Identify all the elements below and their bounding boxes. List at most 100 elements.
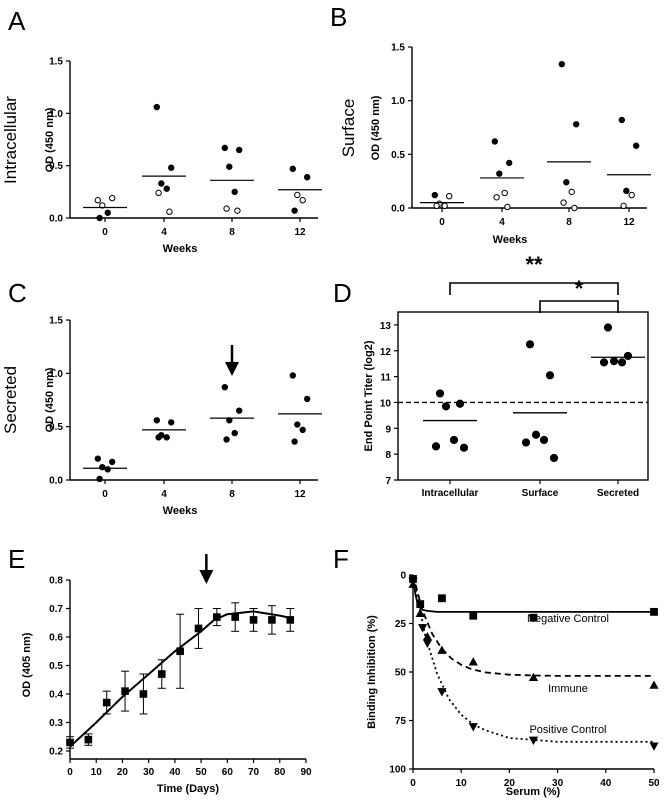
- data-point: [66, 738, 74, 747]
- data-point: [418, 624, 428, 633]
- x-tick-label: 12: [294, 489, 306, 500]
- x-tick-label: 40: [600, 778, 612, 789]
- series-label: Negative Control: [527, 613, 609, 625]
- y-tick-label: 1.0: [391, 96, 405, 107]
- x-tick-label: 50: [196, 767, 208, 778]
- data-point: [469, 611, 478, 620]
- data-point: [529, 613, 538, 622]
- x-tick-label: 0: [102, 227, 108, 238]
- data-point: [304, 395, 311, 403]
- y-tick-label: 7: [385, 476, 391, 487]
- significance-stars: *: [575, 276, 584, 301]
- data-point: [531, 430, 541, 439]
- x-tick-label: Surface: [522, 488, 559, 499]
- y-axis-big-label: Secreted: [1, 366, 20, 434]
- y-tick-label: 1.5: [49, 316, 63, 327]
- data-point: [431, 191, 438, 199]
- data-point: [291, 438, 298, 445]
- data-point: [163, 434, 170, 441]
- data-point: [449, 435, 459, 445]
- data-point: [94, 197, 102, 204]
- data-point: [504, 203, 511, 211]
- data-point: [415, 608, 425, 618]
- y-axis-title: OD (450 nm): [44, 107, 56, 172]
- x-tick-label: 8: [566, 217, 572, 228]
- y-tick-label: 1.0: [49, 109, 63, 120]
- series-label: Positive Control: [529, 724, 606, 736]
- data-point: [617, 358, 627, 367]
- data-point: [623, 351, 633, 361]
- data-point: [236, 146, 243, 154]
- data-point: [525, 340, 535, 349]
- fit-curve-triangle-down: [412, 574, 654, 743]
- data-point: [563, 179, 570, 186]
- y-tick-label: 9: [385, 424, 391, 435]
- data-point: [231, 188, 238, 196]
- x-tick-label: 12: [623, 217, 635, 228]
- panel-e: E 0.2 0.3 0.4 0.5 0.6 0.7 0.8 0 10 20 30 40 50 60 70 80 9…: [8, 544, 312, 795]
- y-tick-label: 0.3: [49, 718, 63, 729]
- y-axis-title: Binding Inhibition (%): [366, 615, 378, 729]
- y-tick-label: 100: [389, 765, 406, 776]
- data-point: [528, 672, 539, 682]
- data-point: [166, 208, 173, 215]
- y-tick-label: 13: [380, 321, 392, 332]
- data-point: [104, 466, 111, 473]
- data-point: [437, 688, 447, 697]
- panel-letter: C: [8, 278, 27, 308]
- data-point: [599, 358, 609, 367]
- x-tick-label: 12: [294, 227, 306, 238]
- x-tick-label: 30: [552, 778, 564, 789]
- data-point: [506, 159, 513, 167]
- y-axis-title: OD (450 nm): [370, 95, 382, 160]
- panel-letter: D: [333, 278, 352, 308]
- y-axis-title: End Point Titer (log2): [363, 340, 375, 451]
- y-axis-title: OD (450 nm): [44, 367, 56, 432]
- data-point: [549, 453, 559, 463]
- data-point: [223, 205, 230, 212]
- data-point: [294, 191, 301, 199]
- y-tick-label: 75: [395, 716, 407, 727]
- x-tick-label: 50: [648, 778, 660, 789]
- data-point: [468, 657, 478, 666]
- y-tick-label: 0.7: [49, 604, 63, 615]
- data-point: [560, 199, 567, 206]
- data-point: [571, 204, 578, 212]
- y-tick-label: 1.5: [49, 57, 63, 68]
- data-point: [441, 202, 448, 210]
- data-point: [416, 600, 425, 609]
- y-tick-label: 0.0: [49, 476, 63, 487]
- data-point: [299, 197, 306, 204]
- data-point: [163, 185, 170, 192]
- y-tick-label: 0.5: [49, 422, 63, 433]
- data-point: [153, 103, 161, 111]
- data-point: [649, 680, 659, 689]
- data-point: [121, 687, 129, 695]
- y-tick-label: 0.2: [49, 747, 63, 758]
- data-point: [455, 399, 465, 408]
- data-point: [294, 421, 301, 428]
- data-point: [289, 372, 296, 379]
- data-point: [623, 187, 630, 195]
- x-tick-label: 80: [274, 767, 286, 778]
- data-point: [94, 455, 102, 462]
- data-point: [545, 371, 555, 380]
- data-point: [431, 442, 441, 451]
- data-point: [558, 60, 565, 68]
- plot-frame: [397, 311, 649, 481]
- panel-c: C 0.0 0.5 1.0 1.5 0 4 8 12 Secreted OD (450 nm) Wee…: [1, 278, 322, 517]
- y-tick-label: 12: [380, 347, 392, 358]
- x-tick-label: 70: [248, 767, 260, 778]
- fit-curve-triangle: [412, 574, 654, 677]
- data-point: [468, 723, 478, 732]
- data-point: [139, 690, 148, 698]
- significance-stars: **: [525, 252, 543, 277]
- data-point: [104, 209, 111, 216]
- data-point: [438, 594, 446, 603]
- panel-letter: B: [330, 2, 347, 32]
- data-point: [96, 214, 103, 222]
- panel-d: D 7 8 9 10 11 12 13 Intracellular Surface Secreted…: [333, 252, 649, 499]
- x-tick-label: 20: [504, 778, 516, 789]
- x-tick-label: 0: [410, 778, 416, 789]
